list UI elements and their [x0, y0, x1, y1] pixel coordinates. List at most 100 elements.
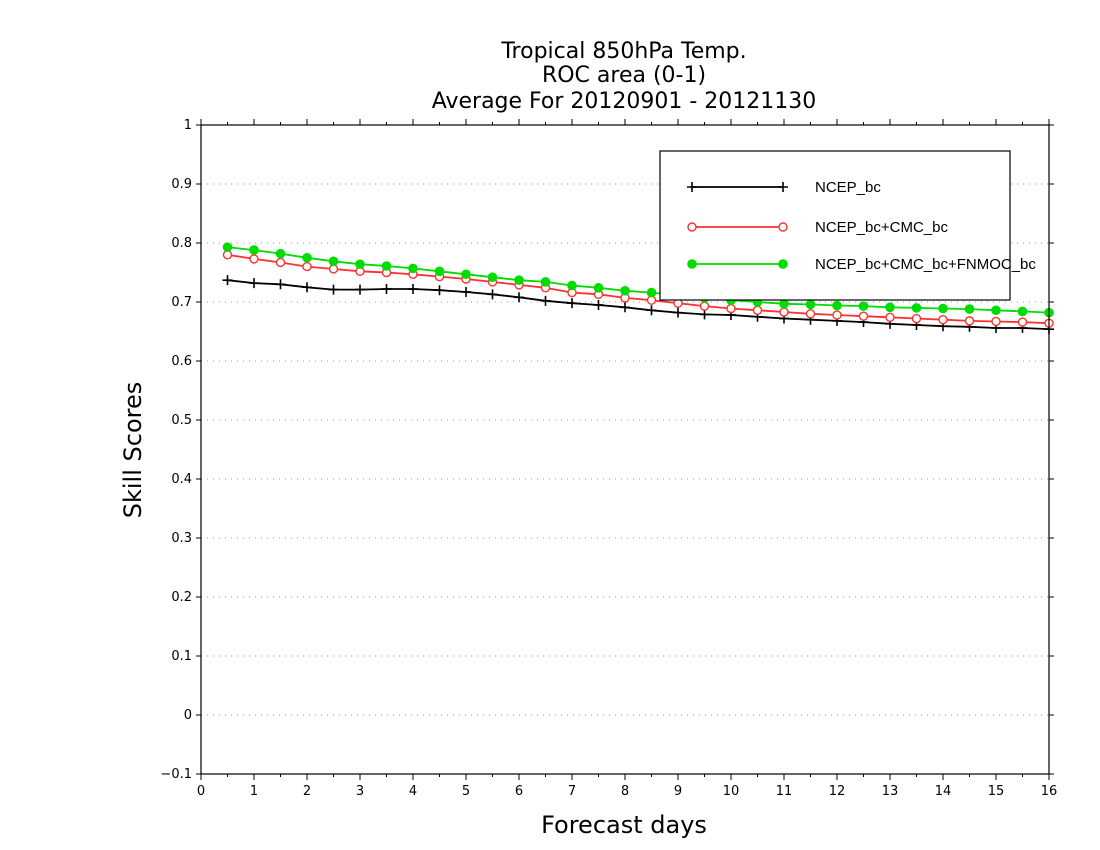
y-tick-label: 1 [184, 118, 192, 133]
y-tick-label: 0.6 [171, 354, 192, 369]
series-2-point [328, 264, 339, 274]
x-tick-label: 14 [935, 784, 952, 799]
legend-item-3: NCEP_bc+CMC_bc+FNMOC_bc [687, 256, 1036, 273]
series-1-point [699, 309, 710, 320]
series-3-point [302, 252, 312, 263]
y-tick-label: 0.5 [171, 413, 192, 428]
legend-label: NCEP_bc+CMC_bc [815, 219, 948, 236]
series-2-point [752, 305, 763, 315]
y-tick-label: 0.9 [171, 177, 192, 192]
y-tick-label: 0.7 [171, 295, 192, 310]
legend-marker-right [778, 222, 788, 232]
series-3-point [540, 277, 551, 287]
y-axis-label: Skill Scores [119, 382, 147, 519]
x-tick-label: 15 [988, 784, 1005, 799]
plot-frame [200, 124, 1050, 775]
x-tick-label: 5 [462, 784, 470, 799]
legend-marker-left [687, 259, 697, 269]
legend-marker-left [687, 222, 697, 232]
x-tick-label: 2 [303, 784, 311, 799]
series-3-point [938, 303, 948, 314]
x-tick-label: 10 [723, 784, 740, 799]
series-1-point [593, 299, 604, 310]
series-2-point [938, 315, 948, 325]
series-3-point [593, 283, 604, 293]
series-3-point [911, 303, 922, 313]
series-3-point [434, 266, 445, 277]
legend-marker-right [778, 259, 788, 269]
series-2-point [646, 295, 657, 305]
x-tick-label: 16 [1041, 784, 1058, 799]
series-3-point [964, 304, 975, 314]
series-2-point [222, 250, 233, 260]
series-3-point [620, 285, 630, 296]
legend-label: NCEP_bc+CMC_bc+FNMOC_bc [815, 256, 1036, 273]
series-1-point [461, 286, 471, 297]
series-2-point [885, 312, 895, 323]
x-tick-label: 6 [515, 784, 523, 799]
series-2-point [275, 257, 286, 268]
series-1-point [222, 275, 233, 286]
axis-ticks: −0.100.10.20.30.40.50.60.70.80.910 1 2 3 4 5 6… [160, 118, 1057, 799]
x-tick-label: 4 [409, 784, 417, 799]
series-3-point [805, 299, 816, 310]
series-2-point [699, 301, 710, 311]
series-3-point [355, 259, 365, 270]
y-tick-label: 0.1 [171, 649, 192, 664]
series-3-point [408, 263, 418, 274]
series-2-point [964, 316, 975, 326]
series-1-point [646, 305, 657, 316]
legend-item-2: NCEP_bc+CMC_bc [687, 219, 948, 236]
series-1-point [514, 292, 524, 303]
series-1-point [381, 284, 392, 295]
y-tick-label: 0.2 [171, 590, 192, 605]
x-tick-label: 0 [197, 784, 205, 799]
series-3-point [275, 248, 286, 259]
x-tick-label: 9 [674, 784, 682, 799]
series-1-point [408, 284, 418, 295]
series-1-point [355, 284, 365, 295]
series-1-point [540, 295, 551, 306]
series-1-point [275, 279, 286, 290]
series-1-point [620, 302, 630, 313]
x-axis-label: Forecast days [541, 811, 707, 839]
chart-title-line-1: Tropical 850hPa Temp. [500, 39, 746, 64]
series-3-point [222, 242, 233, 252]
series-1-point [302, 282, 312, 293]
series-2-point [991, 316, 1001, 327]
series-3-point [991, 305, 1001, 316]
legend-label: NCEP_bc [815, 179, 881, 196]
chart-title-line-2: ROC area (0-1) [542, 63, 706, 88]
x-tick-label: 1 [250, 784, 258, 799]
series-2-point [726, 303, 736, 314]
series-3-point [858, 301, 869, 311]
series-3-point [381, 261, 392, 271]
series-1-point [434, 285, 445, 296]
series-3-point [514, 275, 524, 285]
series-2-point [805, 309, 816, 319]
series-3-point [461, 269, 471, 280]
series-1-point [328, 284, 339, 295]
series-2-point [249, 254, 259, 264]
x-tick-label: 11 [776, 784, 793, 799]
series-3-point [1017, 306, 1028, 317]
chart-title-line-3: Average For 20120901 - 20121130 [432, 89, 817, 114]
series-3-point [832, 300, 842, 311]
series-2-point [779, 307, 789, 317]
x-tick-label: 12 [829, 784, 846, 799]
y-tick-label: 0.3 [171, 531, 192, 546]
series-1-point [673, 307, 683, 318]
series-2-point [1017, 317, 1028, 327]
y-tick-label: −0.1 [160, 767, 192, 782]
x-tick-label: 3 [356, 784, 364, 799]
series-1-point [567, 298, 577, 309]
legend-marker-right [778, 182, 788, 192]
x-tick-label: 8 [621, 784, 629, 799]
series-3-point [885, 302, 895, 313]
series-1-point [249, 278, 259, 289]
legend: NCEP_bc NCEP_bc+CMC_bc NCEP_bc+CMC_bc+FNMO… [659, 150, 1036, 301]
series-2-point [302, 261, 312, 272]
series-3-point [646, 287, 657, 298]
series-2-point [911, 313, 922, 324]
